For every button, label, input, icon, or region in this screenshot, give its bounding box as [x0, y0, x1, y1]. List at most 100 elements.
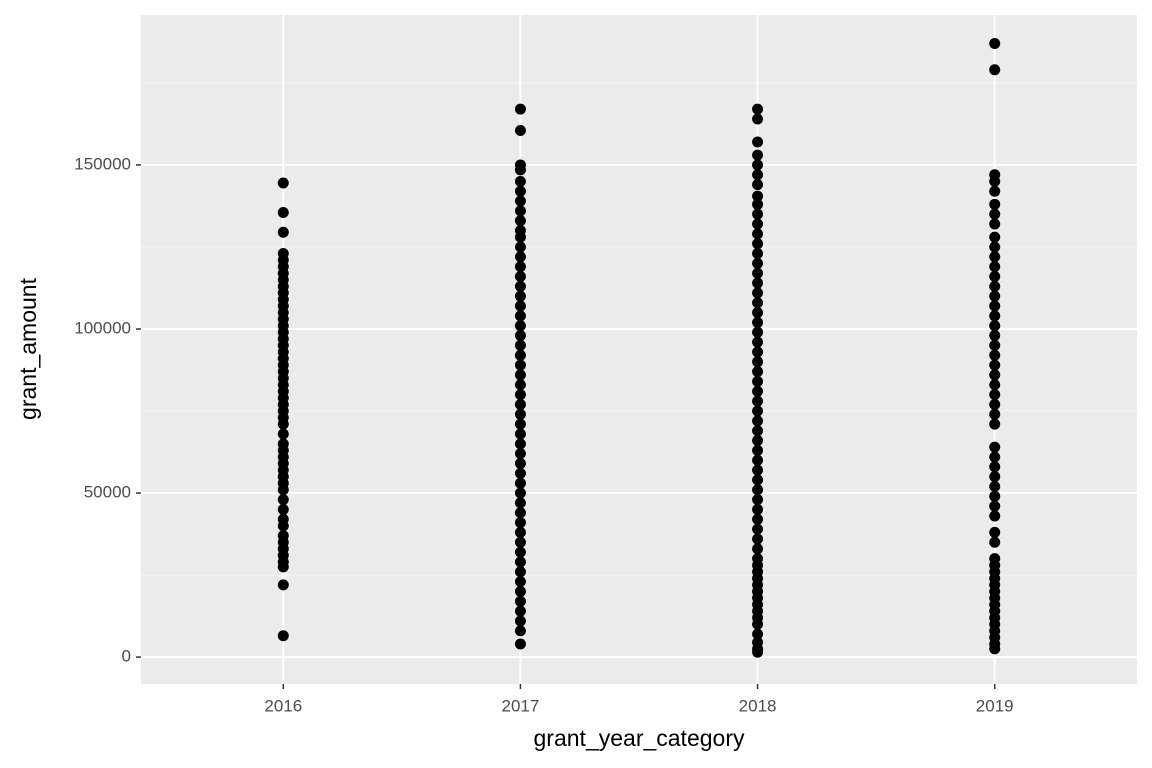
point	[514, 280, 526, 292]
point	[989, 359, 1001, 371]
point	[514, 467, 526, 479]
point	[277, 428, 289, 440]
panel	[141, 15, 1137, 684]
point	[277, 520, 289, 532]
point	[752, 618, 764, 630]
point	[514, 270, 526, 282]
point	[752, 425, 764, 437]
point	[989, 418, 1001, 430]
point	[514, 185, 526, 197]
point	[514, 585, 526, 597]
point	[752, 257, 764, 269]
point	[752, 228, 764, 240]
point	[514, 438, 526, 450]
point	[989, 330, 1001, 342]
y-tick-label: 0	[122, 647, 131, 666]
point	[752, 435, 764, 447]
point	[752, 238, 764, 250]
point	[989, 241, 1001, 253]
point	[989, 398, 1001, 410]
point	[989, 389, 1001, 401]
point	[752, 103, 764, 115]
point	[989, 441, 1001, 453]
point	[514, 638, 526, 650]
point	[752, 513, 764, 525]
point	[277, 207, 289, 219]
point	[752, 297, 764, 309]
point	[514, 448, 526, 460]
point	[752, 444, 764, 456]
point	[514, 205, 526, 217]
point	[514, 389, 526, 401]
point	[514, 605, 526, 617]
point	[514, 164, 526, 176]
point	[989, 261, 1001, 273]
point	[514, 625, 526, 637]
point	[514, 124, 526, 136]
point	[989, 198, 1001, 210]
point	[514, 290, 526, 302]
point	[277, 579, 289, 591]
point	[752, 395, 764, 407]
point	[514, 300, 526, 312]
point	[989, 290, 1001, 302]
point	[752, 277, 764, 289]
point	[989, 500, 1001, 512]
point	[514, 369, 526, 381]
point	[514, 477, 526, 489]
point	[752, 113, 764, 125]
point	[989, 175, 1001, 187]
point	[752, 190, 764, 202]
point	[514, 536, 526, 548]
point	[752, 198, 764, 210]
point	[514, 261, 526, 273]
point	[752, 454, 764, 466]
point	[514, 517, 526, 529]
point	[514, 349, 526, 361]
point	[752, 543, 764, 555]
point	[514, 359, 526, 371]
point	[989, 451, 1001, 463]
point	[752, 149, 764, 161]
y-axis-title: grant_amount	[15, 277, 41, 420]
point	[752, 218, 764, 230]
point	[514, 507, 526, 519]
point	[752, 307, 764, 319]
point	[514, 497, 526, 509]
point	[989, 480, 1001, 492]
point	[752, 336, 764, 348]
point	[752, 179, 764, 191]
point	[514, 458, 526, 470]
point	[514, 339, 526, 351]
point	[514, 330, 526, 342]
point	[752, 628, 764, 640]
y-tick-label: 100000	[74, 318, 131, 337]
point	[752, 326, 764, 338]
point	[752, 474, 764, 486]
point	[514, 428, 526, 440]
x-tick-label: 2016	[264, 696, 302, 715]
point	[514, 595, 526, 607]
point	[514, 398, 526, 410]
point	[752, 385, 764, 397]
point	[514, 566, 526, 578]
point	[752, 248, 764, 260]
point	[752, 503, 764, 515]
point	[989, 251, 1001, 263]
point	[989, 510, 1001, 522]
point	[514, 310, 526, 322]
point	[752, 267, 764, 279]
point	[752, 523, 764, 535]
x-tick-label: 2018	[739, 696, 777, 715]
point	[989, 490, 1001, 502]
point	[989, 231, 1001, 243]
point	[989, 320, 1001, 332]
point	[752, 169, 764, 181]
point	[514, 615, 526, 627]
point	[752, 366, 764, 378]
point	[752, 484, 764, 496]
point	[277, 561, 289, 573]
point	[752, 136, 764, 148]
point	[752, 494, 764, 506]
point	[752, 346, 764, 358]
